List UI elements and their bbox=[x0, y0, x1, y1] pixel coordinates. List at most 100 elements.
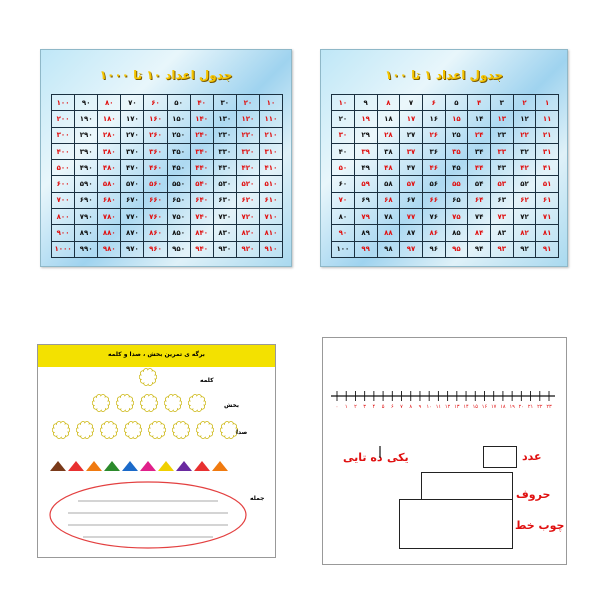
table-cell: ۶۰ bbox=[331, 175, 355, 193]
table-cell: ۴۱۰ bbox=[258, 159, 284, 177]
table-cell: ۷۸ bbox=[376, 208, 401, 226]
table-cell: ۲۵۰ bbox=[166, 126, 191, 144]
table-row: ۷۱۰ ۷۲۰ ۷۳۰ ۷۴۰ ۷۵۰ ۷۶۰ ۷۷۰ ۷۸۰ ۷۹۰ ۸۰۰ bbox=[50, 208, 284, 226]
table-cell: ۲۹ bbox=[353, 126, 378, 144]
table-cell: ۷۰ bbox=[331, 191, 355, 210]
table-cell: ۳۹ bbox=[353, 142, 378, 161]
table-cell: ۳۹۰ bbox=[74, 142, 99, 161]
table-cell: ۵ bbox=[444, 93, 469, 112]
table-cell: ۶۸۰ bbox=[97, 191, 122, 210]
table-cell: ۸۰ bbox=[331, 208, 355, 226]
table-cell: ۸۵۰ bbox=[166, 224, 191, 242]
table-cell: ۱ bbox=[535, 93, 559, 112]
number-line-label: ۴ bbox=[372, 404, 376, 410]
number-line bbox=[331, 391, 555, 401]
table-row: ۹۱ ۹۲ ۹۳ ۹۴ ۹۵ ۹۶ ۹۷ ۹۸ ۹۹ ۱۰۰ bbox=[331, 240, 559, 259]
table-cell: ۹۱ bbox=[535, 240, 559, 259]
table-cell: ۶۸ bbox=[376, 191, 401, 210]
table-cell: ۷۱۰ bbox=[258, 208, 284, 226]
table-cell: ۱۵ bbox=[444, 110, 469, 128]
table-cell: ۷۸۰ bbox=[97, 208, 122, 226]
table-cell: ۱۰ bbox=[258, 93, 284, 112]
table-cell: ۹۲۰ bbox=[235, 240, 260, 259]
table-cell: ۷ bbox=[399, 93, 423, 112]
table-cell: ۸۴۰ bbox=[189, 224, 214, 242]
table-cell: ۹۲ bbox=[512, 240, 537, 259]
table-cell: ۳ bbox=[489, 93, 514, 112]
table-cell: ۵۹ bbox=[353, 175, 378, 193]
table-row: ۴۱۰ ۴۲۰ ۴۳۰ ۴۴۰ ۴۵۰ ۴۶۰ ۴۷۰ ۴۸۰ ۴۹۰ ۵۰۰ bbox=[50, 159, 284, 177]
table-cell: ۹۵۰ bbox=[166, 240, 191, 259]
table-cell: ۳۱۰ bbox=[258, 142, 284, 161]
number-line-label: ۱۶ bbox=[481, 404, 488, 410]
table-cell: ۶۵۰ bbox=[166, 191, 191, 210]
table-cell: ۳۳ bbox=[489, 142, 514, 161]
flower-box bbox=[92, 394, 110, 412]
table-cell: ۵۸ bbox=[376, 175, 401, 193]
number-box bbox=[483, 446, 517, 468]
table-cell: ۵۰ bbox=[331, 159, 355, 177]
table-cell: ۱۱۰ bbox=[258, 110, 284, 128]
table-cell: ۷۰ bbox=[120, 93, 145, 112]
table-cell: ۳۳۰ bbox=[212, 142, 237, 161]
label-sentence: جمله bbox=[250, 495, 265, 502]
table-cell: ۹۵ bbox=[444, 240, 469, 259]
table-cell: ۳۰ bbox=[331, 126, 355, 144]
table-row: ۳۱ ۳۲ ۳۳ ۳۴ ۳۵ ۳۶ ۳۷ ۳۸ ۳۹ ۴۰ bbox=[331, 142, 559, 161]
table-cell: ۵۸۰ bbox=[97, 175, 122, 193]
table-cell: ۱۰۰ bbox=[331, 240, 355, 259]
table-cell: ۹۸۰ bbox=[97, 240, 122, 259]
table-cell: ۲۳ bbox=[489, 126, 514, 144]
table-cell: ۶۹ bbox=[353, 191, 378, 210]
table-row: ۱ ۲ ۳ ۴ ۵ ۶ ۷ ۸ ۹ ۱۰ bbox=[331, 93, 559, 112]
flower-box bbox=[52, 421, 70, 439]
table-cell: ۲۴۰ bbox=[189, 126, 214, 144]
table-cell: ۷۵۰ bbox=[166, 208, 191, 226]
table-cell: ۸۹ bbox=[353, 224, 378, 242]
table-cell: ۵۰ bbox=[166, 93, 191, 112]
label-sticks: چوب خط bbox=[515, 519, 565, 532]
label-letters: حروف bbox=[516, 488, 551, 501]
table-cell: ۶۴۰ bbox=[189, 191, 214, 210]
table-cell: ۶۰۰ bbox=[50, 175, 76, 193]
table-cell: ۸۸ bbox=[376, 224, 401, 242]
number-line-label: ۰ bbox=[335, 404, 339, 410]
flower-box bbox=[220, 421, 238, 439]
table-cell: ۶۶ bbox=[421, 191, 446, 210]
letters-box bbox=[421, 472, 513, 500]
table-cell: ۴۹۰ bbox=[74, 159, 99, 177]
table-cell: ۱۴۰ bbox=[189, 110, 214, 128]
table-cell: ۸۵ bbox=[444, 224, 469, 242]
table-cell: ۹۷ bbox=[399, 240, 423, 259]
label-tens: ده تایی bbox=[343, 451, 383, 464]
table-cell: ۲۴ bbox=[467, 126, 491, 144]
table-cell: ۶ bbox=[421, 93, 446, 112]
table-row: ۷۱ ۷۲ ۷۳ ۷۴ ۷۵ ۷۶ ۷۷ ۷۸ ۷۹ ۸۰ bbox=[331, 208, 559, 226]
table-cell: ۵۲ bbox=[512, 175, 537, 193]
number-line-label: ۱۷ bbox=[491, 404, 497, 410]
table-cell: ۸۰ bbox=[97, 93, 122, 112]
oval-shape bbox=[49, 481, 247, 549]
table-cell: ۵۴۰ bbox=[189, 175, 214, 193]
table-cell: ۵۱۰ bbox=[258, 175, 284, 193]
table-cell: ۱۷۰ bbox=[120, 110, 145, 128]
table-cell: ۴۰۰ bbox=[50, 142, 76, 161]
table-cell: ۹۳۰ bbox=[212, 240, 237, 259]
table-cell: ۹۴ bbox=[467, 240, 491, 259]
table-cell: ۱۰ bbox=[331, 93, 355, 112]
table-cell: ۱۸۰ bbox=[97, 110, 122, 128]
table-cell: ۱۲۰ bbox=[235, 110, 260, 128]
table-cell: ۹۰ bbox=[74, 93, 99, 112]
number-line-label: ۲۳ bbox=[546, 404, 552, 410]
table-row: ۱۱۰ ۱۲۰ ۱۳۰ ۱۴۰ ۱۵۰ ۱۶۰ ۱۷۰ ۱۸۰ ۱۹۰ ۲۰۰ bbox=[50, 110, 284, 128]
color-shape bbox=[86, 461, 102, 471]
color-shape bbox=[194, 461, 210, 471]
table-cell: ۹۰۰ bbox=[50, 224, 76, 242]
table-cell: ۵۵۰ bbox=[166, 175, 191, 193]
number-line-label: ۹ bbox=[418, 404, 422, 410]
color-shape bbox=[50, 461, 66, 471]
table-cell: ۸۴ bbox=[467, 224, 491, 242]
table-cell: ۵۵ bbox=[444, 175, 469, 193]
table-cell: ۹۶۰ bbox=[143, 240, 168, 259]
table-cell: ۲۳۰ bbox=[212, 126, 237, 144]
